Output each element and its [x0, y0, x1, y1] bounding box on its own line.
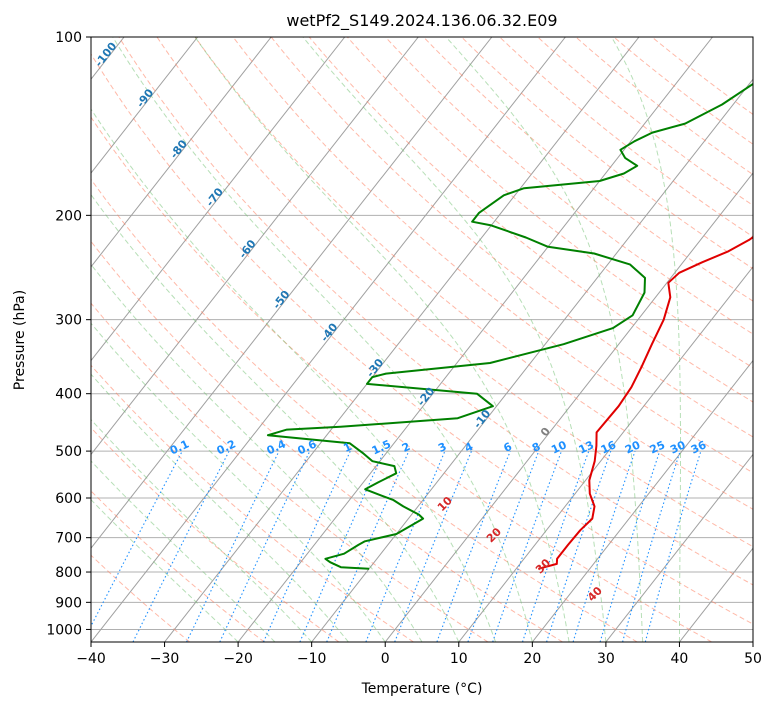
mixing-ratio-label: 10	[549, 438, 569, 456]
x-tick-label: −10	[297, 651, 327, 667]
isotherm-label: -90	[134, 86, 157, 110]
dry-adiabat	[0, 37, 414, 642]
mixing-ratio-line	[133, 451, 229, 642]
moist-adiabat	[48, 37, 495, 642]
isotherm-label: 0	[538, 425, 553, 439]
dry-adiabat	[0, 37, 339, 642]
isotherm-line	[606, 37, 775, 642]
x-tick-label: 50	[744, 651, 762, 667]
isotherm-line	[753, 37, 775, 642]
moist-adiabat	[0, 37, 275, 642]
mixing-ratio-label: 36	[689, 438, 709, 456]
y-tick-label: 100	[55, 30, 82, 46]
dry-adiabat	[0, 37, 563, 642]
isotherm-label: -80	[168, 137, 191, 161]
isotherm-line	[0, 37, 198, 642]
dry-adiabat	[309, 37, 775, 642]
y-tick-label: 700	[55, 531, 82, 547]
moist-adiabat-label: 30	[533, 556, 553, 576]
mixing-ratio-line	[366, 451, 445, 642]
mixing-ratio-label: 4	[463, 440, 476, 455]
x-tick-label: −20	[223, 651, 253, 667]
isotherm-line	[312, 37, 775, 642]
temperature-profile	[538, 37, 775, 569]
isotherm-line	[459, 37, 775, 642]
moist-adiabat-label: 20	[484, 525, 504, 545]
dry-adiabat	[0, 37, 488, 642]
dry-adiabat	[500, 37, 775, 642]
isotherm-label: -10	[471, 407, 494, 431]
isotherm-label: -60	[236, 237, 259, 261]
x-tick-label: −40	[76, 651, 106, 667]
dry-adiabat	[195, 37, 775, 642]
mixing-ratio-line	[437, 451, 510, 642]
mixing-ratio-line	[623, 451, 681, 642]
mixing-ratio-line	[327, 451, 409, 642]
isotherm-line	[679, 37, 775, 642]
dry-adiabat	[0, 37, 190, 642]
mixing-ratio-label: 25	[648, 438, 667, 456]
mixing-ratio-label: 30	[668, 438, 688, 456]
mixing-ratio-line	[523, 451, 589, 642]
x-tick-label: −30	[150, 651, 180, 667]
x-tick-label: 30	[597, 651, 615, 667]
isotherm-label: -40	[318, 320, 341, 344]
dry-adiabat	[233, 37, 775, 642]
mixing-ratio-line	[645, 451, 701, 642]
y-tick-label: 400	[55, 387, 82, 403]
x-tick-label: 20	[523, 651, 541, 667]
y-tick-label: 800	[55, 565, 82, 581]
dry-adiabat	[576, 37, 775, 642]
mixing-ratio-label: 3	[436, 440, 448, 455]
mixing-ratio-line	[573, 451, 635, 642]
x-axis-label: Temperature (°C)	[361, 681, 483, 697]
y-tick-label: 200	[55, 208, 82, 224]
y-tick-label: 500	[55, 444, 82, 460]
mixing-ratio-label: 6	[502, 440, 515, 455]
mixing-ratio-label: 0.4	[265, 437, 288, 457]
y-axis-label: Pressure (hPa)	[12, 290, 28, 390]
y-tick-label: 600	[55, 491, 82, 507]
isotherm-label: -50	[270, 288, 293, 312]
isotherm-label: -100	[92, 40, 119, 70]
dry-adiabat	[424, 37, 775, 642]
dry-adiabat	[157, 37, 775, 642]
moist-adiabat	[0, 37, 422, 642]
mixing-ratio-line	[187, 451, 279, 642]
isotherm-label: -30	[364, 356, 387, 380]
mixing-ratio-label: 0.1	[168, 437, 191, 457]
y-tick-label: 900	[55, 595, 82, 611]
mixing-ratio-line	[600, 451, 660, 642]
mixing-ratio-label: 8	[530, 440, 542, 455]
isotherm-line	[17, 37, 491, 642]
x-tick-label: 0	[381, 651, 390, 667]
isotherm-line	[165, 37, 639, 642]
isotherm-line	[0, 37, 345, 642]
dewpoint-profile	[268, 37, 775, 569]
dry-adiabat	[538, 37, 775, 642]
x-tick-label: 10	[450, 651, 468, 667]
dry-adiabat	[462, 37, 775, 642]
mixing-ratio-line	[264, 451, 351, 642]
mixing-ratio-line	[547, 451, 611, 642]
moist-adiabat-label: 40	[585, 584, 605, 604]
moist-adiabat	[0, 37, 238, 642]
y-tick-label: 1000	[46, 622, 82, 638]
isotherm-label: -70	[203, 185, 226, 209]
y-tick-label: 300	[55, 313, 82, 329]
mixing-ratio-label: 0.2	[215, 437, 238, 457]
chart-title: wetPf2_S149.2024.136.06.32.E09	[286, 11, 557, 31]
isotherm-line	[0, 37, 418, 642]
mixing-ratio-label: 20	[623, 438, 643, 456]
mixing-ratio-label: 2	[400, 440, 412, 455]
mixing-ratio-label: 16	[599, 438, 619, 456]
x-tick-label: 40	[671, 651, 689, 667]
mixing-ratio-label: 1	[341, 440, 353, 455]
mixing-ratio-label: 13	[577, 438, 596, 456]
mixing-ratio-line	[83, 451, 183, 642]
mixing-ratio-line	[468, 451, 539, 642]
